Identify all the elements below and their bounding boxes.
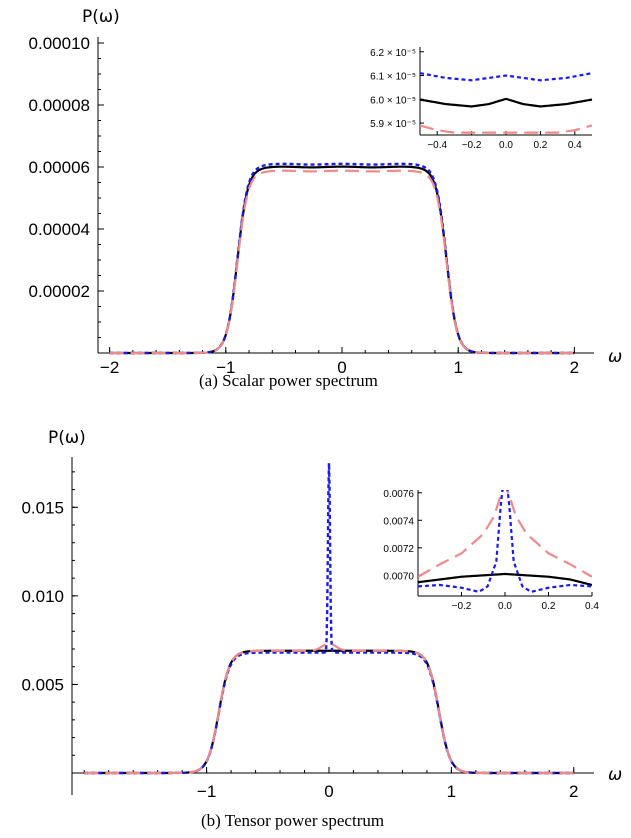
y-tick-label: 0.00004 (29, 220, 90, 239)
inset-x-tick-label: −0.4 (427, 140, 447, 151)
inset-y-tick-label: 6.0 × 10⁻⁵ (370, 95, 416, 106)
y-axis-label: P(ω) (82, 7, 120, 27)
y-tick-label: 0.010 (21, 587, 64, 606)
tensor-power-chart: −1 0 1 2 0.005 0.010 0.015 −0.2 0.0 0.2 0.4 0.0070… (21, 428, 622, 830)
inset-x-tick-label: −0.2 (452, 601, 472, 612)
x-tick-label: −1 (216, 358, 235, 377)
x-tick-label: 0 (324, 782, 333, 801)
inset-x-tick-label: 0.4 (585, 601, 599, 612)
inset-x-tick-label: 0.0 (498, 601, 512, 612)
inset-x-tick-label: 0.2 (542, 601, 556, 612)
series-line-solid (84, 649, 574, 775)
inset-y-tick-label: 0.0076 (383, 489, 414, 500)
x-axis-label: ω (608, 765, 622, 785)
chart-axes: −2 −1 0 1 2 0.00002 0.00004 0.00006 0.00008 0.000… (29, 34, 594, 377)
inset-chart: −0.2 0.0 0.2 0.4 0.0070 0.0072 0.0074 0.0076 (383, 489, 599, 612)
inset-y-tick-label: 0.0074 (383, 516, 414, 527)
inset-series-line-dotted (418, 490, 592, 594)
chart-series (109, 162, 575, 355)
inset-x-tick-label: 0.0 (499, 140, 513, 151)
y-tick-label: 0.00008 (29, 96, 90, 115)
x-tick-label: 1 (453, 358, 462, 377)
series-line-dotted (84, 462, 574, 775)
y-tick-label: 0.00010 (29, 34, 90, 53)
inset-series-line-solid (418, 572, 592, 587)
inset-y-tick-label: 0.0072 (383, 544, 414, 555)
y-axis-label: P(ω) (48, 428, 86, 448)
inset-y-tick-label: 6.1 × 10⁻⁵ (370, 72, 416, 83)
inset-background (418, 47, 592, 135)
inset-y-tick-label: 0.0070 (383, 571, 414, 582)
x-tick-label: 1 (447, 782, 456, 801)
inset-x-tick-label: 0.4 (568, 140, 582, 151)
series-line-dotted (109, 162, 575, 355)
inset-y-tick-label: 5.9 × 10⁻⁵ (370, 119, 416, 130)
series-line-solid (109, 165, 575, 355)
inset-series-line-dotted (419, 72, 593, 82)
scalar-power-chart: −2 −1 0 1 2 0.00002 0.00004 0.00006 0.00008 0.000… (29, 7, 623, 390)
inset-x-tick-label: −0.2 (462, 140, 482, 151)
x-tick-label: −1 (197, 782, 216, 801)
chart-caption: (a) Scalar power spectrum (199, 371, 378, 390)
chart-caption: (b) Tensor power spectrum (201, 811, 384, 830)
y-tick-label: 0.00006 (29, 158, 90, 177)
y-tick-label: 0.00002 (29, 282, 90, 301)
x-axis-label: ω (608, 347, 622, 367)
inset-x-tick-label: 0.2 (533, 140, 547, 151)
chart-series (84, 462, 574, 775)
chart-axes: −1 0 1 2 0.005 0.010 0.015 (21, 457, 594, 801)
series-line-dashed (84, 642, 574, 775)
x-tick-label: −2 (100, 358, 119, 377)
series-line-dashed (109, 169, 575, 355)
inset-chart: −0.4 −0.2 0.0 0.2 0.4 5.9 × 10⁻⁵ 6.0 × 10⁻⁵ 6.1… (370, 47, 593, 151)
inset-series-line-dashed (418, 490, 592, 578)
y-tick-label: 0.015 (21, 498, 64, 517)
x-tick-label: 2 (569, 782, 578, 801)
inset-y-tick-label: 6.2 × 10⁻⁵ (370, 48, 416, 59)
inset-series-line-solid (419, 97, 593, 108)
inset-series-line-dashed (419, 124, 593, 134)
y-tick-label: 0.005 (21, 675, 64, 694)
x-tick-label: 2 (570, 358, 579, 377)
x-tick-label: 0 (337, 358, 346, 377)
